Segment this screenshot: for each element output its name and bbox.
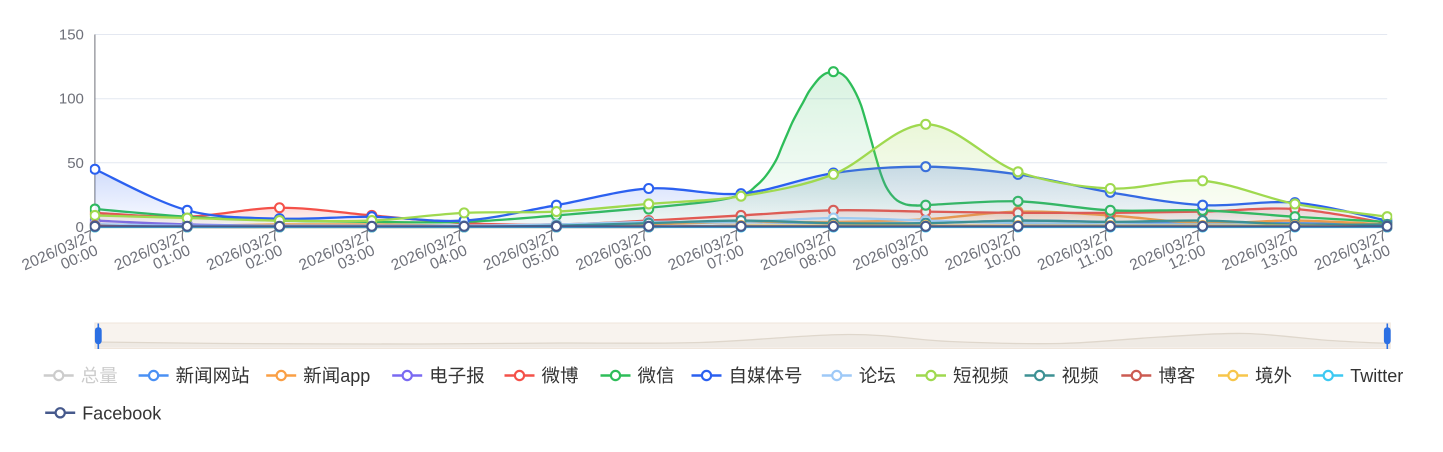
svg-text:100: 100 (59, 91, 84, 108)
svg-text:app: app (340, 366, 370, 386)
svg-text:Twitter: Twitter (1350, 366, 1403, 386)
svg-text:0: 0 (76, 219, 84, 236)
svg-text:50: 50 (67, 155, 84, 172)
svg-text:Facebook: Facebook (82, 403, 162, 423)
svg-text:150: 150 (59, 27, 84, 44)
